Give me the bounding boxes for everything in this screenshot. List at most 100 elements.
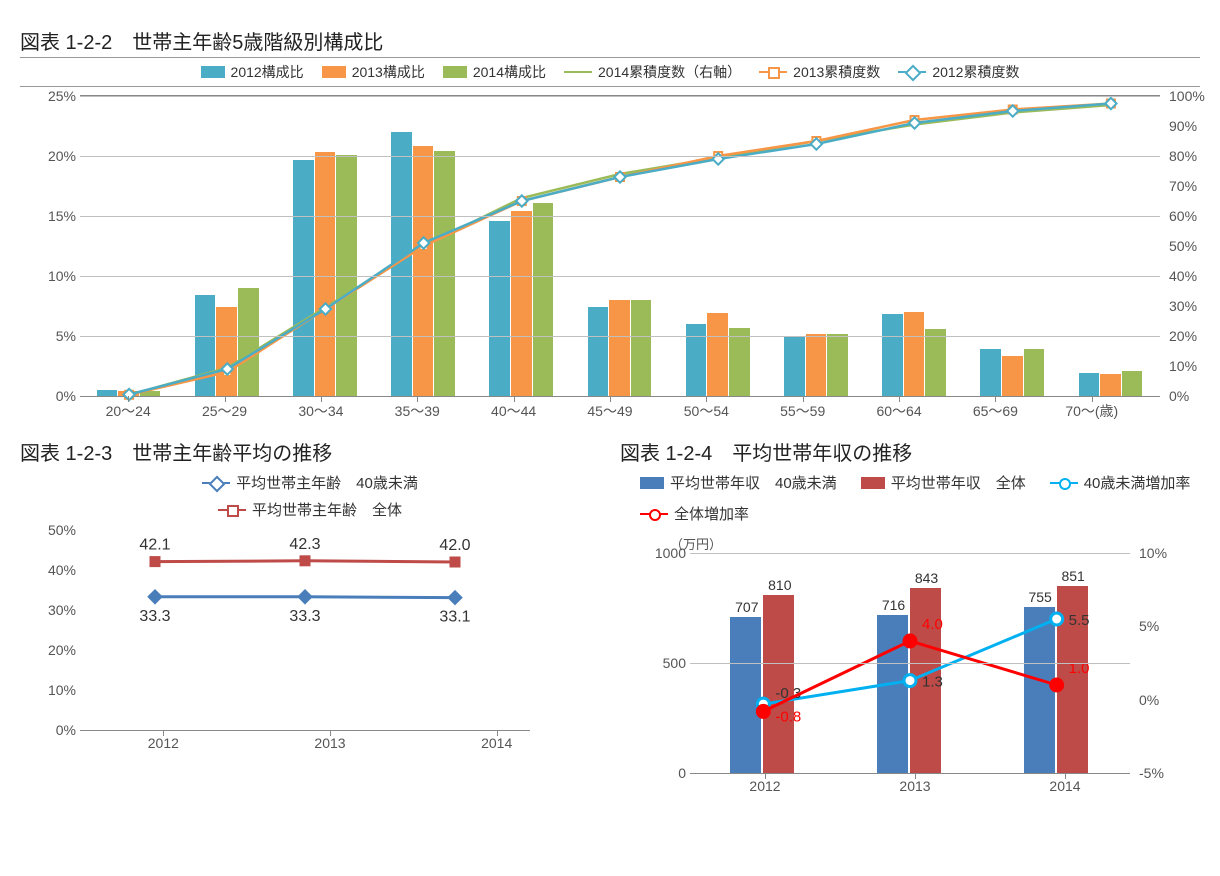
legend-item: 2013構成比 xyxy=(322,62,425,82)
marker xyxy=(904,635,916,647)
y-tick: 70% xyxy=(1169,178,1220,194)
x-tick: 55～59 xyxy=(755,401,851,421)
data-label: 42.3 xyxy=(289,536,320,553)
data-label: 42.1 xyxy=(139,537,170,554)
y-tick: 20% xyxy=(1169,328,1220,344)
y-tick: 25% xyxy=(21,88,76,104)
legend-item: 平均世帯年収 全体 xyxy=(861,472,1026,493)
grid-line xyxy=(690,663,1130,664)
x-tick: 2014 xyxy=(413,735,580,751)
x-tick: 2014 xyxy=(990,778,1140,794)
x-tick: 2012 xyxy=(690,778,840,794)
chart2-y-axis-left: 0%10%20%30%40%50% xyxy=(25,530,80,730)
y-tick: 40% xyxy=(1169,268,1220,284)
marker xyxy=(1051,613,1063,625)
y-tick: 10% xyxy=(1139,545,1194,561)
chart3-unit: （万円） xyxy=(670,534,1200,553)
chart1-x-axis: 20～2425～2930～3435～3940～4445～4950～5455～59… xyxy=(80,401,1140,421)
data-label: 33.3 xyxy=(289,608,320,625)
y-tick: 0% xyxy=(1169,388,1220,404)
data-label: 1.3 xyxy=(922,674,943,691)
chart3-title: 図表 1-2-4 平均世帯年収の推移 xyxy=(620,437,1200,466)
legend-label: 2014構成比 xyxy=(473,62,546,82)
line xyxy=(129,104,1111,395)
legend-label: 平均世帯年収 全体 xyxy=(891,472,1026,493)
legend-item: 2012累積度数 xyxy=(898,62,1019,82)
marker xyxy=(448,591,462,605)
grid-line xyxy=(80,96,1160,97)
legend-label: 2014累積度数（右軸） xyxy=(598,62,741,82)
y-tick: 90% xyxy=(1169,118,1220,134)
data-label: 33.3 xyxy=(139,608,170,625)
marker xyxy=(1051,679,1063,691)
legend-item: 平均世帯主年齢 40歳未満 xyxy=(202,472,418,493)
chart1-y-axis-left: 0%5%10%15%20%25% xyxy=(25,96,80,396)
legend-item: 2014構成比 xyxy=(443,62,546,82)
y-tick: 30% xyxy=(21,602,76,618)
chart2-plot: 0%10%20%30%40%50% 42.142.342.033.333.333… xyxy=(80,530,530,731)
data-label: 42.0 xyxy=(439,537,470,554)
legend-item: 2014累積度数（右軸） xyxy=(564,62,741,82)
chart3-legend: 平均世帯年収 40歳未満平均世帯年収 全体40歳未満増加率全体増加率 xyxy=(620,472,1200,524)
x-tick: 35～39 xyxy=(369,401,465,421)
chart3-y-axis-left: 05001000 xyxy=(635,553,690,773)
x-tick: 25～29 xyxy=(176,401,272,421)
legend-item: 平均世帯主年齢 全体 xyxy=(218,499,402,520)
x-tick: 45～49 xyxy=(562,401,658,421)
chart2-x-axis: 201220132014 xyxy=(80,735,580,751)
line xyxy=(129,104,1111,395)
marker xyxy=(450,557,460,567)
legend-item: 全体増加率 xyxy=(640,503,749,524)
y-tick: 500 xyxy=(631,655,686,671)
y-tick: 50% xyxy=(21,522,76,538)
chart2-legend: 平均世帯主年齢 40歳未満平均世帯主年齢 全体 xyxy=(20,472,600,520)
legend-label: 平均世帯主年齢 全体 xyxy=(252,499,402,520)
y-tick: 10% xyxy=(21,268,76,284)
chart3-x-axis: 201220132014 xyxy=(690,778,1140,794)
data-label: 5.5 xyxy=(1069,612,1090,629)
legend-label: 2012構成比 xyxy=(231,62,304,82)
y-tick: 0% xyxy=(21,722,76,738)
y-tick: 30% xyxy=(1169,298,1220,314)
y-tick: 50% xyxy=(1169,238,1220,254)
line xyxy=(129,105,1111,395)
y-tick: 0 xyxy=(631,765,686,781)
x-tick: 2013 xyxy=(840,778,990,794)
y-tick: 5% xyxy=(21,328,76,344)
legend-label: 2012累積度数 xyxy=(932,62,1019,82)
y-tick: 80% xyxy=(1169,148,1220,164)
marker xyxy=(148,590,162,604)
y-tick: 100% xyxy=(1169,88,1220,104)
chart1-title: 図表 1-2-2 世帯主年齢5歳階級別構成比 xyxy=(20,26,1200,55)
grid-line xyxy=(80,216,1160,217)
marker xyxy=(150,557,160,567)
x-tick: 30～34 xyxy=(273,401,369,421)
y-tick: 1000 xyxy=(631,545,686,561)
marker xyxy=(904,675,916,687)
grid-line xyxy=(80,156,1160,157)
legend-label: 2013構成比 xyxy=(352,62,425,82)
grid-line xyxy=(80,336,1160,337)
legend-item: 平均世帯年収 40歳未満 xyxy=(640,472,837,493)
y-tick: 20% xyxy=(21,642,76,658)
x-tick: 20～24 xyxy=(80,401,176,421)
x-tick: 2013 xyxy=(247,735,414,751)
x-tick: 65～69 xyxy=(947,401,1043,421)
x-tick: 70～(歳) xyxy=(1044,401,1140,421)
legend-item: 2013累積度数 xyxy=(759,62,880,82)
y-tick: 10% xyxy=(1169,358,1220,374)
grid-line xyxy=(690,553,1130,554)
y-tick: 15% xyxy=(21,208,76,224)
y-tick: 60% xyxy=(1169,208,1220,224)
x-tick: 2012 xyxy=(80,735,247,751)
y-tick: 20% xyxy=(21,148,76,164)
marker xyxy=(300,556,310,566)
data-label: 4.0 xyxy=(922,616,943,633)
marker xyxy=(298,590,312,604)
data-label: 33.1 xyxy=(439,609,470,626)
chart1-legend: 2012構成比 2013構成比 2014構成比 2014累積度数（右軸） 2013累積度… xyxy=(20,57,1200,87)
y-tick: 5% xyxy=(1139,618,1194,634)
marker xyxy=(757,705,769,717)
chart3-y-axis-right: -5%0%5%10% xyxy=(1135,553,1190,773)
legend-label: 2013累積度数 xyxy=(793,62,880,82)
